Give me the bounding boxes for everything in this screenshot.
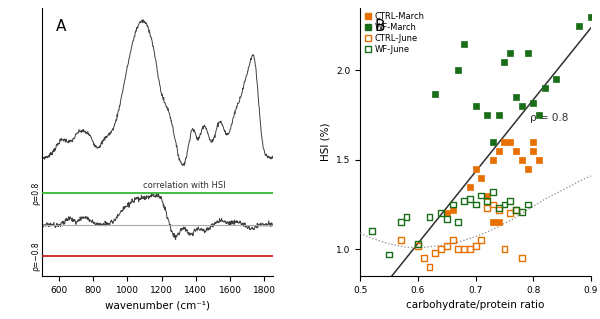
Point — [476, 238, 486, 243]
Point — [511, 148, 521, 153]
Point — [471, 104, 481, 109]
Point — [488, 189, 498, 195]
X-axis label: wavenumber (cm⁻¹): wavenumber (cm⁻¹) — [105, 300, 210, 310]
Y-axis label: HSI (%): HSI (%) — [320, 123, 331, 161]
Point — [430, 91, 440, 96]
Point — [494, 220, 503, 225]
Point — [494, 148, 503, 153]
Point — [500, 59, 509, 64]
Point — [482, 205, 492, 211]
Point — [534, 157, 544, 162]
X-axis label: carbohydrate/protein ratio: carbohydrate/protein ratio — [406, 300, 545, 310]
Point — [401, 214, 411, 219]
Point — [385, 252, 394, 257]
Point — [471, 166, 481, 171]
Point — [517, 256, 527, 261]
Point — [551, 77, 561, 82]
Point — [540, 86, 550, 91]
Point — [436, 247, 446, 252]
Point — [529, 100, 538, 105]
Point — [442, 243, 452, 248]
Point — [460, 198, 469, 204]
Point — [419, 256, 428, 261]
Point — [505, 139, 515, 145]
Point — [425, 264, 434, 270]
Point — [488, 139, 498, 145]
Point — [465, 197, 475, 202]
Point — [529, 139, 538, 145]
Point — [517, 209, 527, 214]
Point — [494, 207, 503, 212]
Text: B: B — [374, 19, 385, 34]
Point — [488, 220, 498, 225]
Point — [500, 139, 509, 145]
Point — [488, 157, 498, 162]
Point — [505, 198, 515, 204]
Point — [586, 14, 596, 19]
Point — [575, 23, 584, 28]
Point — [471, 202, 481, 207]
Point — [511, 207, 521, 212]
Point — [460, 247, 469, 252]
Point — [500, 247, 509, 252]
Legend: CTRL-March, WF-March, CTRL-June, WF-June: CTRL-March, WF-March, CTRL-June, WF-June — [363, 11, 426, 56]
Point — [523, 50, 532, 55]
Point — [413, 243, 423, 248]
Point — [511, 95, 521, 100]
Point — [505, 50, 515, 55]
Point — [436, 211, 446, 216]
Text: A: A — [56, 19, 66, 34]
Point — [494, 113, 503, 118]
Point — [529, 148, 538, 153]
Point — [534, 113, 544, 118]
Point — [465, 184, 475, 189]
Point — [454, 220, 463, 225]
Point — [471, 243, 481, 248]
Point — [430, 250, 440, 255]
Point — [482, 113, 492, 118]
Point — [448, 207, 457, 212]
Point — [448, 238, 457, 243]
Point — [442, 211, 452, 216]
Point — [465, 247, 475, 252]
Point — [476, 193, 486, 198]
Point — [517, 157, 527, 162]
Point — [476, 175, 486, 180]
Point — [454, 247, 463, 252]
Point — [460, 41, 469, 46]
Point — [413, 241, 423, 246]
Point — [511, 207, 521, 212]
Point — [523, 166, 532, 171]
Point — [482, 198, 492, 204]
Point — [448, 202, 457, 207]
Text: correlation with HSI: correlation with HSI — [143, 181, 226, 190]
Point — [442, 216, 452, 221]
Point — [454, 68, 463, 73]
Point — [425, 214, 434, 219]
Point — [396, 238, 406, 243]
Point — [367, 229, 377, 234]
Point — [517, 104, 527, 109]
Point — [494, 205, 503, 211]
Point — [488, 202, 498, 207]
Point — [396, 220, 406, 225]
Point — [500, 202, 509, 207]
Point — [505, 211, 515, 216]
Point — [482, 193, 492, 198]
Point — [523, 202, 532, 207]
Text: ρ = 0.8: ρ = 0.8 — [530, 113, 569, 122]
